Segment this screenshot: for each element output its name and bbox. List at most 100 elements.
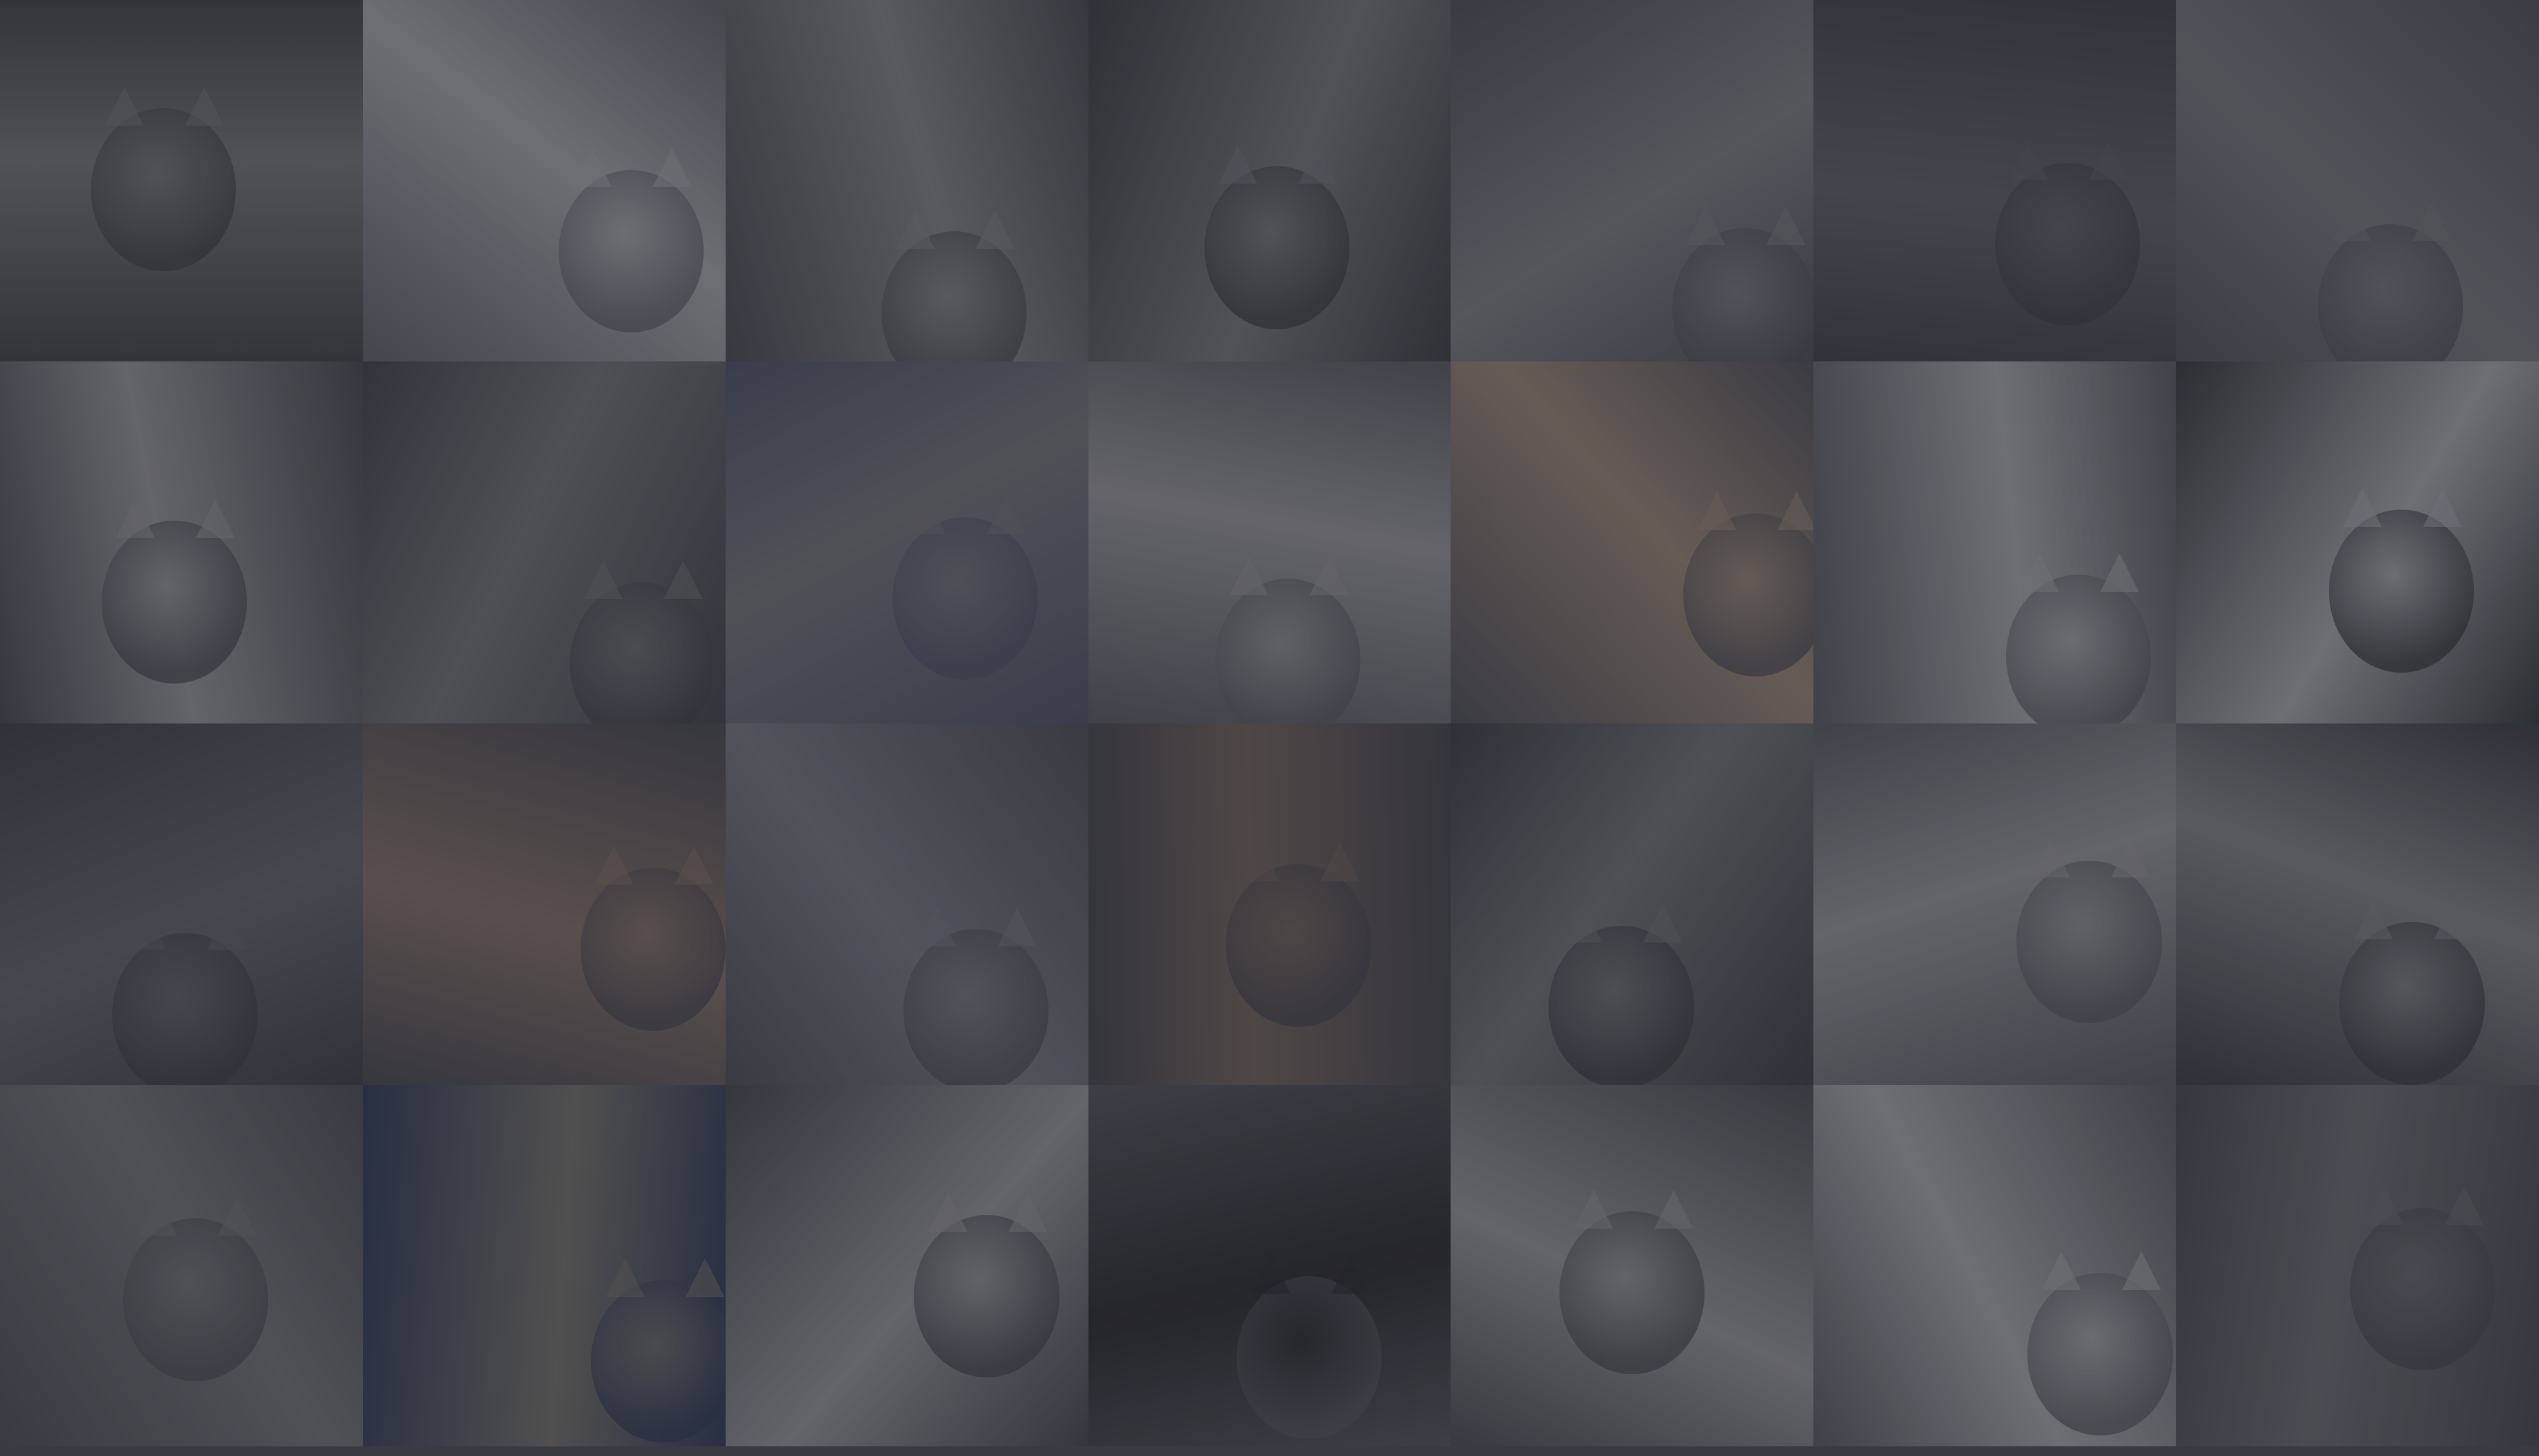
photo-tile-lynx-on-cactus[interactable] [362, 1084, 726, 1446]
cat-ear-shape [2353, 900, 2393, 939]
cat-ear-shape [2100, 553, 2139, 592]
cat-ear-shape [1777, 492, 1814, 531]
cat-ear-shape [1766, 206, 1806, 245]
cat-ear-shape [1309, 557, 1348, 596]
photo-tile-cat-in-imac[interactable] [725, 1084, 1088, 1446]
cat-ear-shape [573, 148, 612, 187]
cat-silhouette [2350, 1207, 2496, 1371]
photo-tile-cat-with-rabbits[interactable] [1451, 1084, 1814, 1446]
photo-tile-round-fluffy-cat[interactable] [1088, 361, 1451, 723]
cat-ear-shape [2020, 553, 2060, 592]
photo-tile-cat-on-turntable[interactable] [1088, 1084, 1451, 1446]
photo-tile-many-cats-group[interactable] [0, 723, 363, 1085]
cat-silhouette [2016, 860, 2162, 1024]
cat-ear-shape [2009, 140, 2049, 180]
cat-silhouette [1226, 864, 1371, 1027]
cat-ear-shape [653, 148, 692, 187]
cat-ear-shape [1643, 904, 1682, 943]
cat-silhouette [591, 1279, 726, 1443]
cat-ear-shape [674, 846, 713, 885]
photo-tile-cat-and-laptop[interactable] [2176, 723, 2539, 1085]
cat-ear-shape [605, 1258, 644, 1298]
photo-tile-cat-eating-food[interactable] [1451, 361, 1814, 723]
photo-tile-cat-on-pet-carrier[interactable] [0, 0, 363, 362]
cat-ear-shape [2364, 1185, 2404, 1225]
photo-tile-cat-under-papers[interactable] [725, 0, 1088, 362]
cat-ear-shape [685, 1258, 724, 1298]
cat-silhouette [558, 169, 704, 333]
cat-ear-shape [1574, 1189, 1613, 1229]
cat-ear-shape [1230, 557, 1269, 596]
cat-ear-shape [195, 499, 235, 538]
cat-ear-shape [2031, 839, 2070, 878]
cat-silhouette [1994, 162, 2140, 326]
cat-silhouette [1559, 1211, 1705, 1374]
cat-ear-shape [1219, 144, 1258, 184]
photo-tile-cat-jumping-in-bag[interactable] [1451, 723, 1814, 1085]
photo-tile-cat-in-workshop[interactable] [0, 1084, 363, 1446]
photo-tile-black-cat-and-bear[interactable] [1813, 0, 2177, 362]
cat-ear-shape [206, 911, 246, 950]
cat-ear-shape [1251, 1254, 1290, 1294]
cat-ear-shape [105, 86, 144, 126]
photo-tile-white-cat-closeup[interactable] [362, 0, 726, 362]
photo-tile-hissing-cat-on-tile[interactable] [1451, 0, 1814, 362]
cat-silhouette [569, 582, 715, 723]
cat-silhouette [881, 231, 1027, 362]
cat-silhouette [580, 868, 726, 1031]
cat-ear-shape [1686, 206, 1726, 245]
cat-silhouette [1672, 227, 1814, 362]
photo-tile-kitten-in-cup[interactable] [1813, 361, 2177, 723]
cat-ear-shape [1240, 842, 1279, 881]
cat-ear-shape [928, 1193, 967, 1232]
photo-tile-cat-on-hammock[interactable] [2176, 0, 2539, 362]
cat-silhouette [90, 108, 236, 271]
cat-ear-shape [1654, 1189, 1693, 1229]
photo-tile-white-cat-drinking[interactable] [1813, 1084, 2177, 1446]
cat-silhouette [112, 933, 258, 1085]
cat-silhouette [101, 521, 247, 684]
photo-tile-cat-in-kibble[interactable] [362, 723, 726, 1085]
cat-ear-shape [997, 907, 1036, 946]
cat-silhouette [1683, 513, 1814, 676]
photo-tile-white-cat-in-kitchen[interactable] [1813, 723, 2177, 1085]
bottom-edge-bar [0, 1446, 2539, 1456]
cat-silhouette [914, 1214, 1059, 1378]
cat-ear-shape [1298, 144, 1338, 184]
cat-ear-shape [986, 495, 1025, 534]
photo-tile-cat-in-toilet[interactable] [362, 361, 726, 723]
cat-ear-shape [2411, 202, 2451, 242]
cat-silhouette [1549, 925, 1694, 1085]
photo-tile-cat-with-money[interactable] [0, 361, 363, 723]
cat-ear-shape [896, 209, 935, 249]
cat-ear-shape [907, 495, 946, 534]
cat-photo-placeholder [725, 361, 1088, 723]
cat-silhouette [2317, 224, 2463, 362]
cat-ear-shape [918, 907, 957, 946]
cat-silhouette [2005, 575, 2151, 723]
cat-silhouette [2339, 922, 2485, 1085]
cat-ear-shape [1697, 492, 1737, 531]
cat-ear-shape [1320, 842, 1359, 881]
photo-tile-cat-behind-glass[interactable] [2176, 1084, 2539, 1446]
cat-ear-shape [595, 846, 634, 885]
photo-tile-cats-in-sweaters[interactable] [1088, 0, 1451, 362]
cat-ear-shape [584, 560, 623, 599]
cat-ear-shape [2433, 900, 2473, 939]
cat-ear-shape [2444, 1185, 2484, 1225]
cat-ear-shape [2332, 202, 2371, 242]
cat-silhouette [1237, 1276, 1382, 1439]
cat-ear-shape [2110, 839, 2150, 878]
cat-silhouette [892, 517, 1038, 680]
photo-tile-three-white-cats[interactable] [2176, 361, 2539, 723]
cat-silhouette [903, 929, 1048, 1085]
photo-tile-cat-on-shopping-bag[interactable] [1088, 723, 1451, 1085]
cat-ear-shape [2121, 1250, 2161, 1290]
photo-tile-cat-at-beach[interactable] [725, 361, 1088, 723]
cat-silhouette [2328, 510, 2474, 673]
photo-tile-cat-food-dispenser[interactable] [725, 723, 1088, 1085]
cat-ear-shape [2089, 140, 2129, 180]
cat-silhouette [123, 1218, 269, 1381]
cat-silhouette [1204, 166, 1349, 329]
